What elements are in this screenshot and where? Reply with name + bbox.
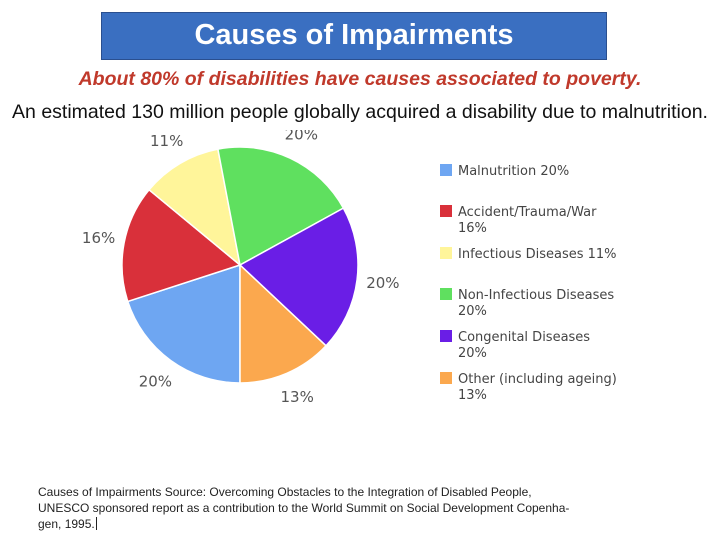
legend-label: Malnutrition 20% xyxy=(458,164,569,179)
legend-label: 13% xyxy=(458,388,487,403)
pie-slice-accident-trauma-war xyxy=(121,188,242,303)
legend-swatch xyxy=(440,247,452,259)
slice-label-non-infectious-diseases: 20% xyxy=(285,130,318,144)
title-banner: Causes of Impairments xyxy=(101,12,607,60)
slice-label-congenital-diseases: 20% xyxy=(366,274,399,292)
legend-label: 20% xyxy=(458,304,487,319)
pie-slice-non-infectious-diseases xyxy=(217,146,345,267)
legend-item-other-including-ageing: Other (including ageing)13% xyxy=(440,372,617,403)
legend-swatch xyxy=(440,330,452,342)
pie-chart: 20% 16% 11% 20% 20% 13% Malnutrition 20% Accide… xyxy=(82,130,617,406)
pie-slice-infectious-diseases xyxy=(148,148,242,267)
legend-label: Non-Infectious Diseases xyxy=(458,288,614,303)
source-line-3: gen, 1995. xyxy=(38,517,95,531)
text-cursor xyxy=(95,517,97,530)
poverty-statement: About 80% of disabilities have causes as… xyxy=(78,68,642,90)
source-note: Causes of Impairments Source: Overcoming… xyxy=(38,484,698,532)
slice-label-infectious-diseases: 11% xyxy=(150,132,183,150)
legend-item-infectious-diseases: Infectious Diseases 11% xyxy=(440,247,617,262)
legend-swatch xyxy=(440,372,452,384)
slice-label-other-including-ageing: 13% xyxy=(281,388,314,406)
pie-slice-congenital-diseases xyxy=(238,207,359,347)
source-line-2: UNESCO sponsored report as a contributio… xyxy=(38,501,570,515)
legend-item-malnutrition: Malnutrition 20% xyxy=(440,164,569,179)
legend-swatch xyxy=(440,205,452,217)
malnutrition-statement: An estimated 130 million people globally… xyxy=(12,101,708,123)
slice-label-malnutrition: 20% xyxy=(139,373,172,391)
legend-swatch xyxy=(440,164,452,176)
legend-label: Other (including ageing) xyxy=(458,372,617,387)
pie-slice-malnutrition xyxy=(126,263,241,384)
legend-label: Congenital Diseases xyxy=(458,330,590,345)
legend-swatch xyxy=(440,288,452,300)
page-title: Causes of Impairments xyxy=(194,18,514,51)
slice-label-accident-trauma-war: 16% xyxy=(82,229,115,247)
pie-slice-other-including-ageing xyxy=(239,263,328,384)
source-line-1: Causes of Impairments Source: Overcoming… xyxy=(38,485,532,499)
legend-label: 16% xyxy=(458,221,487,236)
legend-label: Accident/Trauma/War xyxy=(458,205,597,220)
legend-label: 20% xyxy=(458,346,487,361)
legend-label: Infectious Diseases 11% xyxy=(458,247,617,262)
